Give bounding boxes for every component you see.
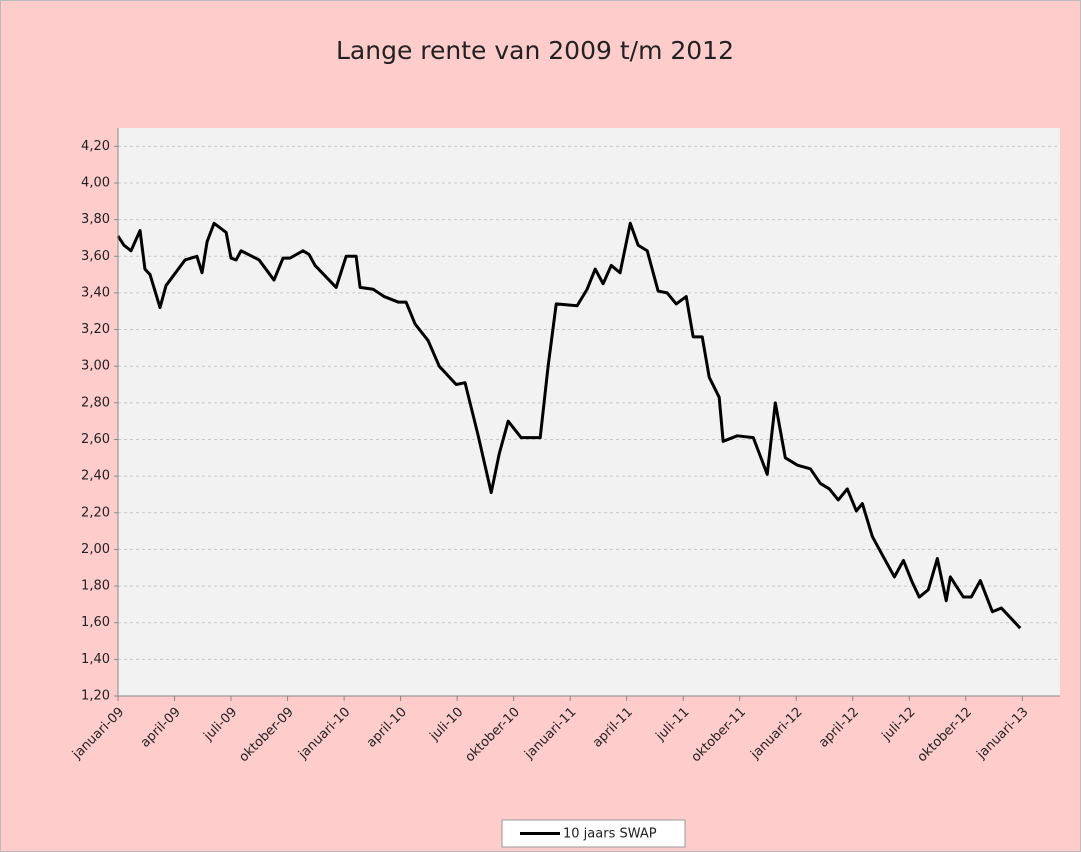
y-tick-label: 3,40 (81, 285, 110, 300)
y-tick-label: 4,20 (81, 139, 110, 154)
y-tick-label: 3,60 (81, 249, 110, 264)
y-tick-label: 4,00 (81, 175, 110, 190)
y-tick-label: 1,40 (81, 652, 110, 667)
legend-label: 10 jaars SWAP (563, 827, 657, 842)
y-tick-label: 2,60 (81, 432, 110, 447)
y-tick-label: 3,80 (81, 212, 110, 227)
y-tick-label: 3,20 (81, 322, 110, 337)
y-tick-label: 1,80 (81, 579, 110, 594)
y-tick-label: 2,80 (81, 395, 110, 410)
y-tick-label: 2,20 (81, 505, 110, 520)
y-tick-label: 1,20 (81, 689, 110, 704)
marks (116, 221, 1022, 630)
line-series (116, 221, 1022, 630)
chart-title: Lange rente van 2009 t/m 2012 (336, 36, 734, 65)
y-tick-label: 2,00 (81, 542, 110, 557)
y-tick-label: 1,60 (81, 615, 110, 630)
plot-area (118, 128, 1060, 696)
y-tick-label: 2,40 (81, 469, 110, 484)
y-tick-label: 3,00 (81, 359, 110, 374)
